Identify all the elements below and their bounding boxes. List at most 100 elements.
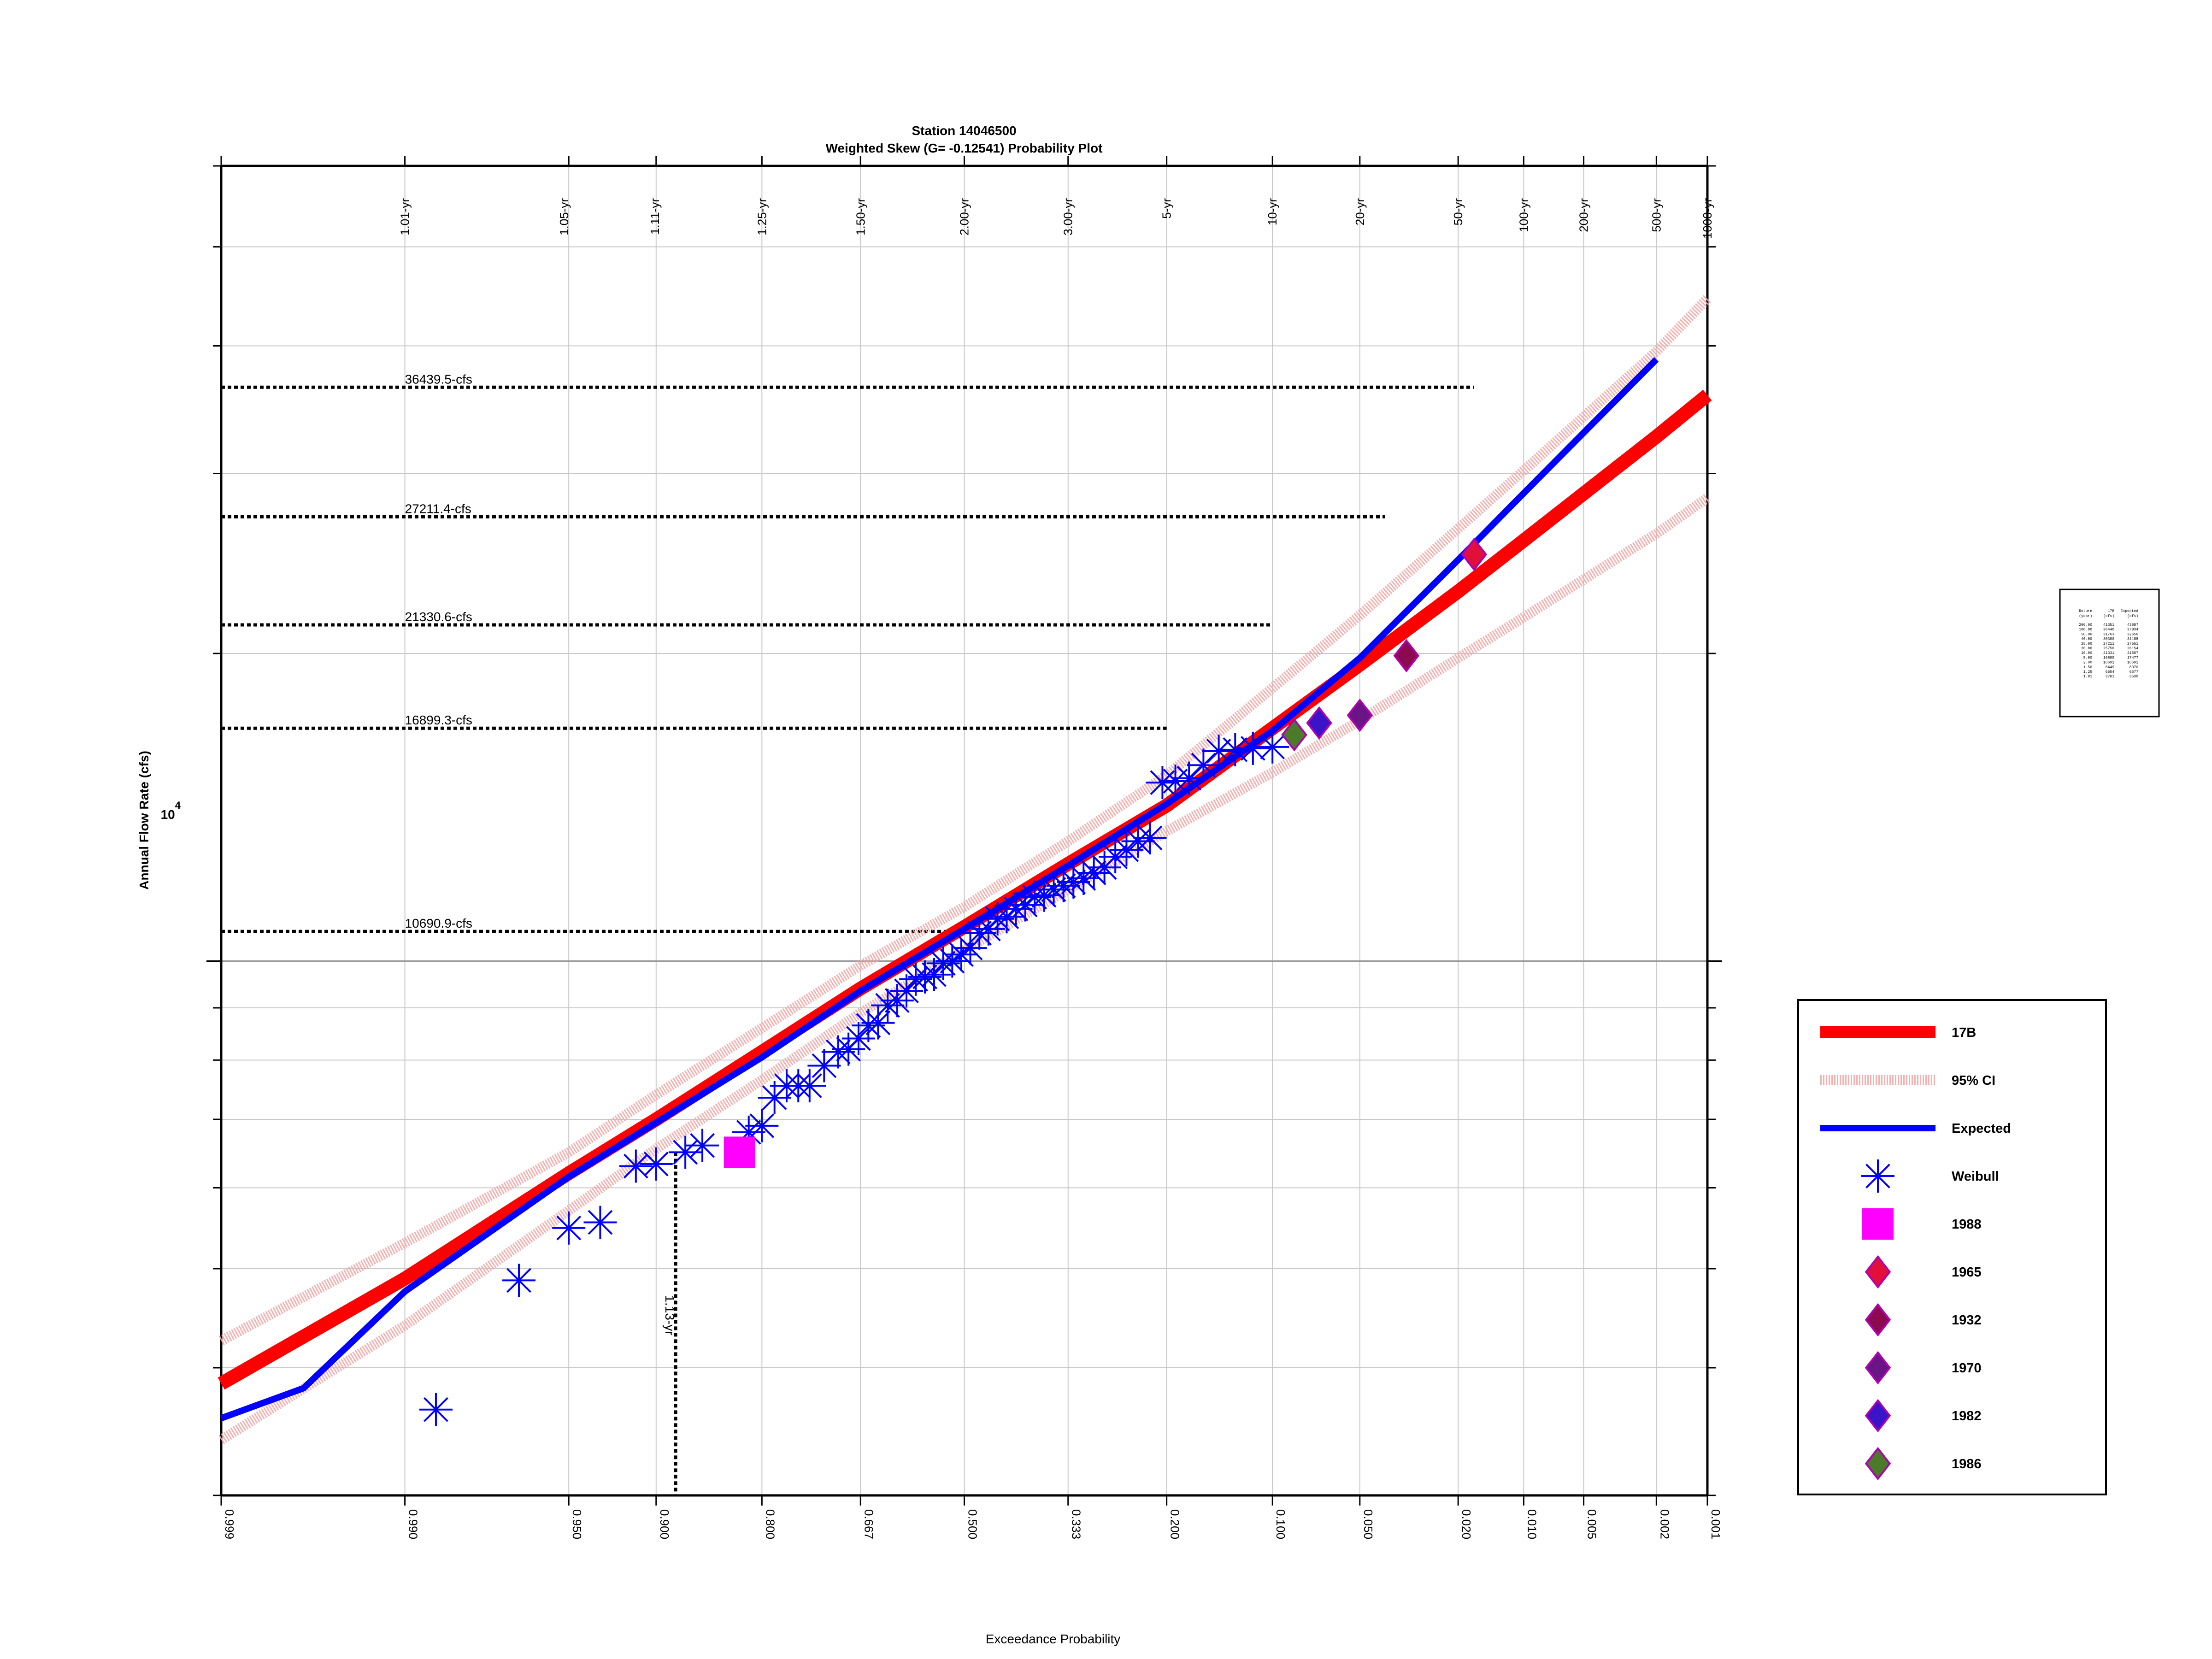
- weibull-point: [841, 1022, 875, 1055]
- weibull-point: [1008, 888, 1042, 922]
- weibull-point: [861, 1006, 895, 1040]
- plot-frame: 0.999 0.990 0.950 0.900 0.800 0.667 0.500 0.333…: [206, 156, 1723, 1539]
- table-header-cell: (cfs): [2127, 614, 2138, 618]
- table-cell: 100.00: [2079, 628, 2092, 632]
- chart-subtitle: Weighted Skew (G= -0.12541) Probability …: [826, 141, 1103, 155]
- legend-swatch-1982: [1865, 1399, 1891, 1433]
- x-tick-label: 0.100: [1274, 1509, 1288, 1539]
- table-cell: 37934: [2127, 628, 2138, 632]
- return-period-label: 2.00-yr: [958, 198, 971, 235]
- weibull-point: [1027, 878, 1061, 912]
- legend-label: 17B: [1952, 1025, 1976, 1040]
- vertical-reference-label: 1.13-yr: [663, 1295, 677, 1335]
- legend-frame: [1797, 999, 2107, 1495]
- x-tick-label: 0.990: [406, 1509, 420, 1539]
- legend-label: 95% CI: [1952, 1073, 1995, 1088]
- x-tick-label: 0.200: [1168, 1509, 1182, 1539]
- x-tick-label: 0.002: [1658, 1509, 1671, 1539]
- return-period-label: 50-yr: [1451, 198, 1465, 226]
- table-cell: 20.00: [2081, 647, 2092, 651]
- legend-item: 1988: [1862, 1208, 1982, 1240]
- weibull-point: [1202, 734, 1235, 768]
- weibull-point: [619, 1149, 653, 1183]
- return-period-label: 1.11-yr: [648, 198, 662, 235]
- x-tick-label: 0.005: [1585, 1509, 1599, 1539]
- y-tick-label-10e4: 104: [161, 800, 181, 822]
- x-tick-label: 0.050: [1361, 1509, 1375, 1539]
- labels: Station 14046500 Weighted Skew (G= -0.12…: [137, 124, 1120, 1646]
- table-cell: 16899: [2103, 656, 2114, 660]
- weibull-point: [583, 1206, 617, 1239]
- return-period-label: 500-yr: [1649, 198, 1663, 232]
- x-tick-label: 0.999: [223, 1509, 236, 1539]
- weibull-point: [686, 1129, 719, 1162]
- weibull-point: [639, 1147, 673, 1181]
- year-1986-marker: [1281, 718, 1307, 752]
- reference-line-label: 21330.6-cfs: [405, 610, 472, 624]
- table-cell: 31763: [2103, 632, 2114, 636]
- table-cell: 3530: [2130, 675, 2138, 679]
- y-tick-base: 10: [161, 807, 175, 822]
- table-cell: 41351: [2103, 623, 2114, 627]
- x-tick-label: 0.020: [1459, 1509, 1473, 1539]
- x-tick-label: 0.800: [763, 1509, 777, 1539]
- chart-title: Station 14046500: [912, 124, 1016, 138]
- weibull-point: [821, 1035, 855, 1069]
- table-header-cell: (cfs): [2103, 614, 2114, 618]
- legend-label: 1932: [1952, 1313, 1982, 1328]
- weibull-point: [1256, 730, 1289, 764]
- table-cell: 10691: [2127, 661, 2138, 665]
- legend-swatch-1986: [1865, 1447, 1891, 1481]
- table-cell: 8449: [2106, 665, 2114, 670]
- reference-line-label: 36439.5-cfs: [405, 372, 472, 386]
- year-1970-marker: [1347, 698, 1373, 732]
- return-period-label: 1.01-yr: [398, 198, 412, 235]
- weibull-point: [1218, 733, 1252, 766]
- legend-item: 1982: [1865, 1399, 1982, 1433]
- weibull-point: [552, 1211, 586, 1245]
- table-cell: 1.50: [2083, 665, 2092, 670]
- return-period-label: 200-yr: [1577, 198, 1591, 232]
- x-axis-label: Exceedance Probability: [986, 1632, 1121, 1646]
- legend-item: 1932: [1865, 1303, 1982, 1337]
- table-cell: 5.00: [2083, 656, 2092, 660]
- legend-item: 1965: [1865, 1255, 1982, 1289]
- return-period-label: 3.00-yr: [1061, 198, 1075, 235]
- table-header-cell: (year): [2079, 614, 2092, 618]
- table-cell: 1.25: [2083, 670, 2092, 674]
- legend-swatch-weibull: [1861, 1159, 1894, 1193]
- x-tick-label: 0.500: [966, 1509, 980, 1539]
- weibull-point: [745, 1109, 779, 1142]
- x-tick-label: 0.950: [570, 1509, 584, 1539]
- return-period-label: 1.05-yr: [557, 198, 571, 235]
- table-cell: 32656: [2127, 632, 2138, 636]
- return-period-label: 5-yr: [1160, 198, 1174, 219]
- weibull-point: [871, 988, 905, 1022]
- return-period-label: 100-yr: [1517, 198, 1530, 232]
- legend-item: 1986: [1865, 1447, 1982, 1481]
- legend-item: 1970: [1865, 1351, 1982, 1385]
- weibull-point: [1133, 821, 1167, 855]
- weibull-point: [1172, 761, 1206, 795]
- return-period-label: 20-yr: [1353, 198, 1367, 226]
- reference-lines: 36439.5-cfs 27211.4-cfs 21330.6-cfs 16899.3…: [221, 372, 1474, 1495]
- table-cell: 43887: [2127, 623, 2138, 627]
- y-tick-exponent: 4: [175, 800, 181, 811]
- return-period-label: 1.25-yr: [755, 198, 769, 235]
- weibull-point: [953, 931, 987, 965]
- table-cell: 3761: [2106, 675, 2114, 679]
- reference-line-label: 27211.4-cfs: [405, 501, 471, 516]
- weibull-point: [935, 944, 969, 978]
- weibull-point: [807, 1049, 841, 1082]
- table-cell: 27211: [2103, 642, 2114, 646]
- legend-label: 1970: [1952, 1361, 1982, 1376]
- table-cell: 10691: [2103, 661, 2114, 665]
- x-tick-label: 0.900: [658, 1509, 671, 1539]
- return-period-label: 1.50-yr: [853, 198, 867, 235]
- legend-item: Expected: [1820, 1121, 2011, 1136]
- table-cell: 17477: [2127, 656, 2138, 660]
- reference-line-label: 10690.9-cfs: [405, 916, 472, 930]
- legend-label: 1986: [1952, 1457, 1982, 1471]
- year-1932-marker: [1393, 639, 1420, 673]
